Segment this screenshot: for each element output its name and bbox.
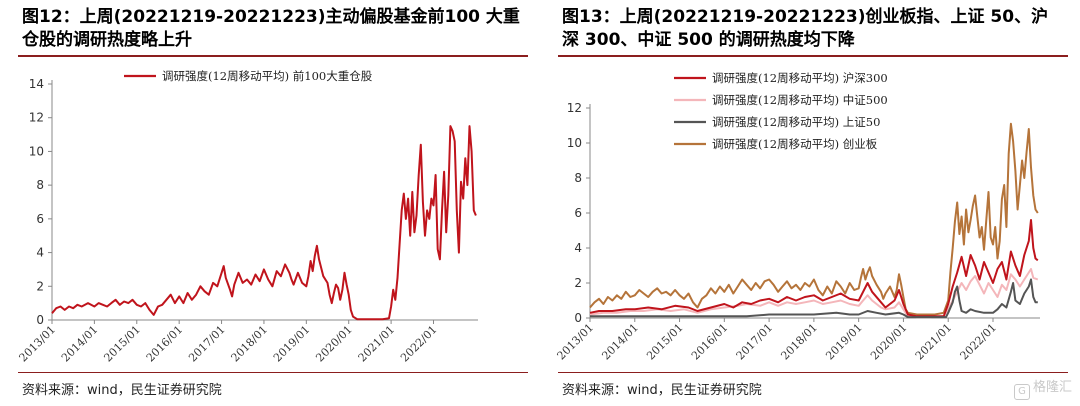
series-line (589, 122, 1039, 316)
watermark-logo: G 格隆汇 (1013, 376, 1072, 400)
x-tick-label: 2018/01 (778, 321, 820, 363)
x-tick-label: 2019/01 (823, 321, 865, 363)
chart-panel-fig12: 图12：上周(20221219-20221223)主动偏股基金前100 大重仓股… (17, 7, 528, 398)
series-line (51, 125, 477, 321)
y-tick-label: 8 (574, 171, 582, 185)
watermark-icon: G (1013, 384, 1030, 400)
x-tick-label: 2022/01 (398, 323, 440, 365)
y-tick-label: 12 (567, 101, 582, 115)
x-tick-label: 2016/01 (689, 321, 731, 363)
legend-label: 调研强度(12周移动平均) 前100大重仓股 (162, 69, 373, 83)
y-tick-label: 6 (574, 206, 582, 220)
y-tick-label: 12 (29, 111, 44, 125)
x-tick-label: 2014/01 (59, 323, 101, 365)
y-tick-label: 0 (574, 311, 582, 325)
y-tick-label: 0 (36, 313, 44, 327)
x-tick-label: 2022/01 (958, 321, 1000, 363)
x-tick-label: 2015/01 (644, 321, 686, 363)
y-tick-label: 14 (29, 77, 44, 91)
title-divider (558, 55, 1068, 57)
legend-label: 调研强度(12周移动平均) 沪深300 (712, 71, 888, 85)
x-tick-label: 2014/01 (599, 321, 641, 363)
legend-label: 调研强度(12周移动平均) 创业板 (712, 137, 878, 151)
x-tick-label: 2015/01 (101, 323, 143, 365)
y-tick-label: 10 (29, 144, 44, 158)
x-tick-label: 2021/01 (356, 323, 398, 365)
x-tick-label: 2019/01 (271, 323, 313, 365)
legend-label: 调研强度(12周移动平均) 上证50 (712, 115, 880, 129)
title-divider (18, 55, 528, 57)
x-tick-label: 2016/01 (144, 323, 186, 365)
x-tick-label: 2018/01 (229, 323, 271, 365)
x-tick-label: 2020/01 (313, 323, 355, 365)
x-tick-label: 2013/01 (17, 323, 59, 365)
chart-panel-fig13: 图13：上周(20221219-20221223)创业板指、上证 50、沪深 3… (540, 0, 1080, 406)
x-tick-label: 2013/01 (555, 321, 597, 363)
x-tick-label: 2021/01 (913, 321, 955, 363)
y-tick-label: 4 (36, 246, 44, 260)
x-tick-label: 2017/01 (186, 323, 228, 365)
series-line (589, 219, 1039, 318)
legend-label: 调研强度(12周移动平均) 中证500 (712, 93, 888, 107)
source-divider (558, 372, 1068, 373)
y-tick-label: 4 (574, 241, 582, 255)
x-tick-label: 2020/01 (868, 321, 910, 363)
chart-title: 图12：上周(20221219-20221223)主动偏股基金前100 大重仓股… (22, 7, 520, 50)
series-line (590, 278, 1038, 319)
source-divider (18, 372, 528, 373)
x-tick-label: 2017/01 (734, 321, 776, 363)
watermark-text: 格隆汇 (1032, 380, 1072, 395)
series-line (589, 268, 1039, 319)
chart-title: 图13：上周(20221219-20221223)创业板指、上证 50、沪深 3… (562, 7, 1049, 50)
y-tick-label: 8 (36, 178, 44, 192)
y-tick-label: 6 (36, 212, 44, 226)
y-tick-label: 2 (36, 279, 44, 293)
y-tick-label: 2 (574, 276, 582, 290)
y-tick-label: 10 (567, 136, 582, 150)
source-note: 资料来源：wind，民生证券研究院 (22, 383, 222, 398)
source-note: 资料来源：wind，民生证券研究院 (562, 383, 762, 398)
